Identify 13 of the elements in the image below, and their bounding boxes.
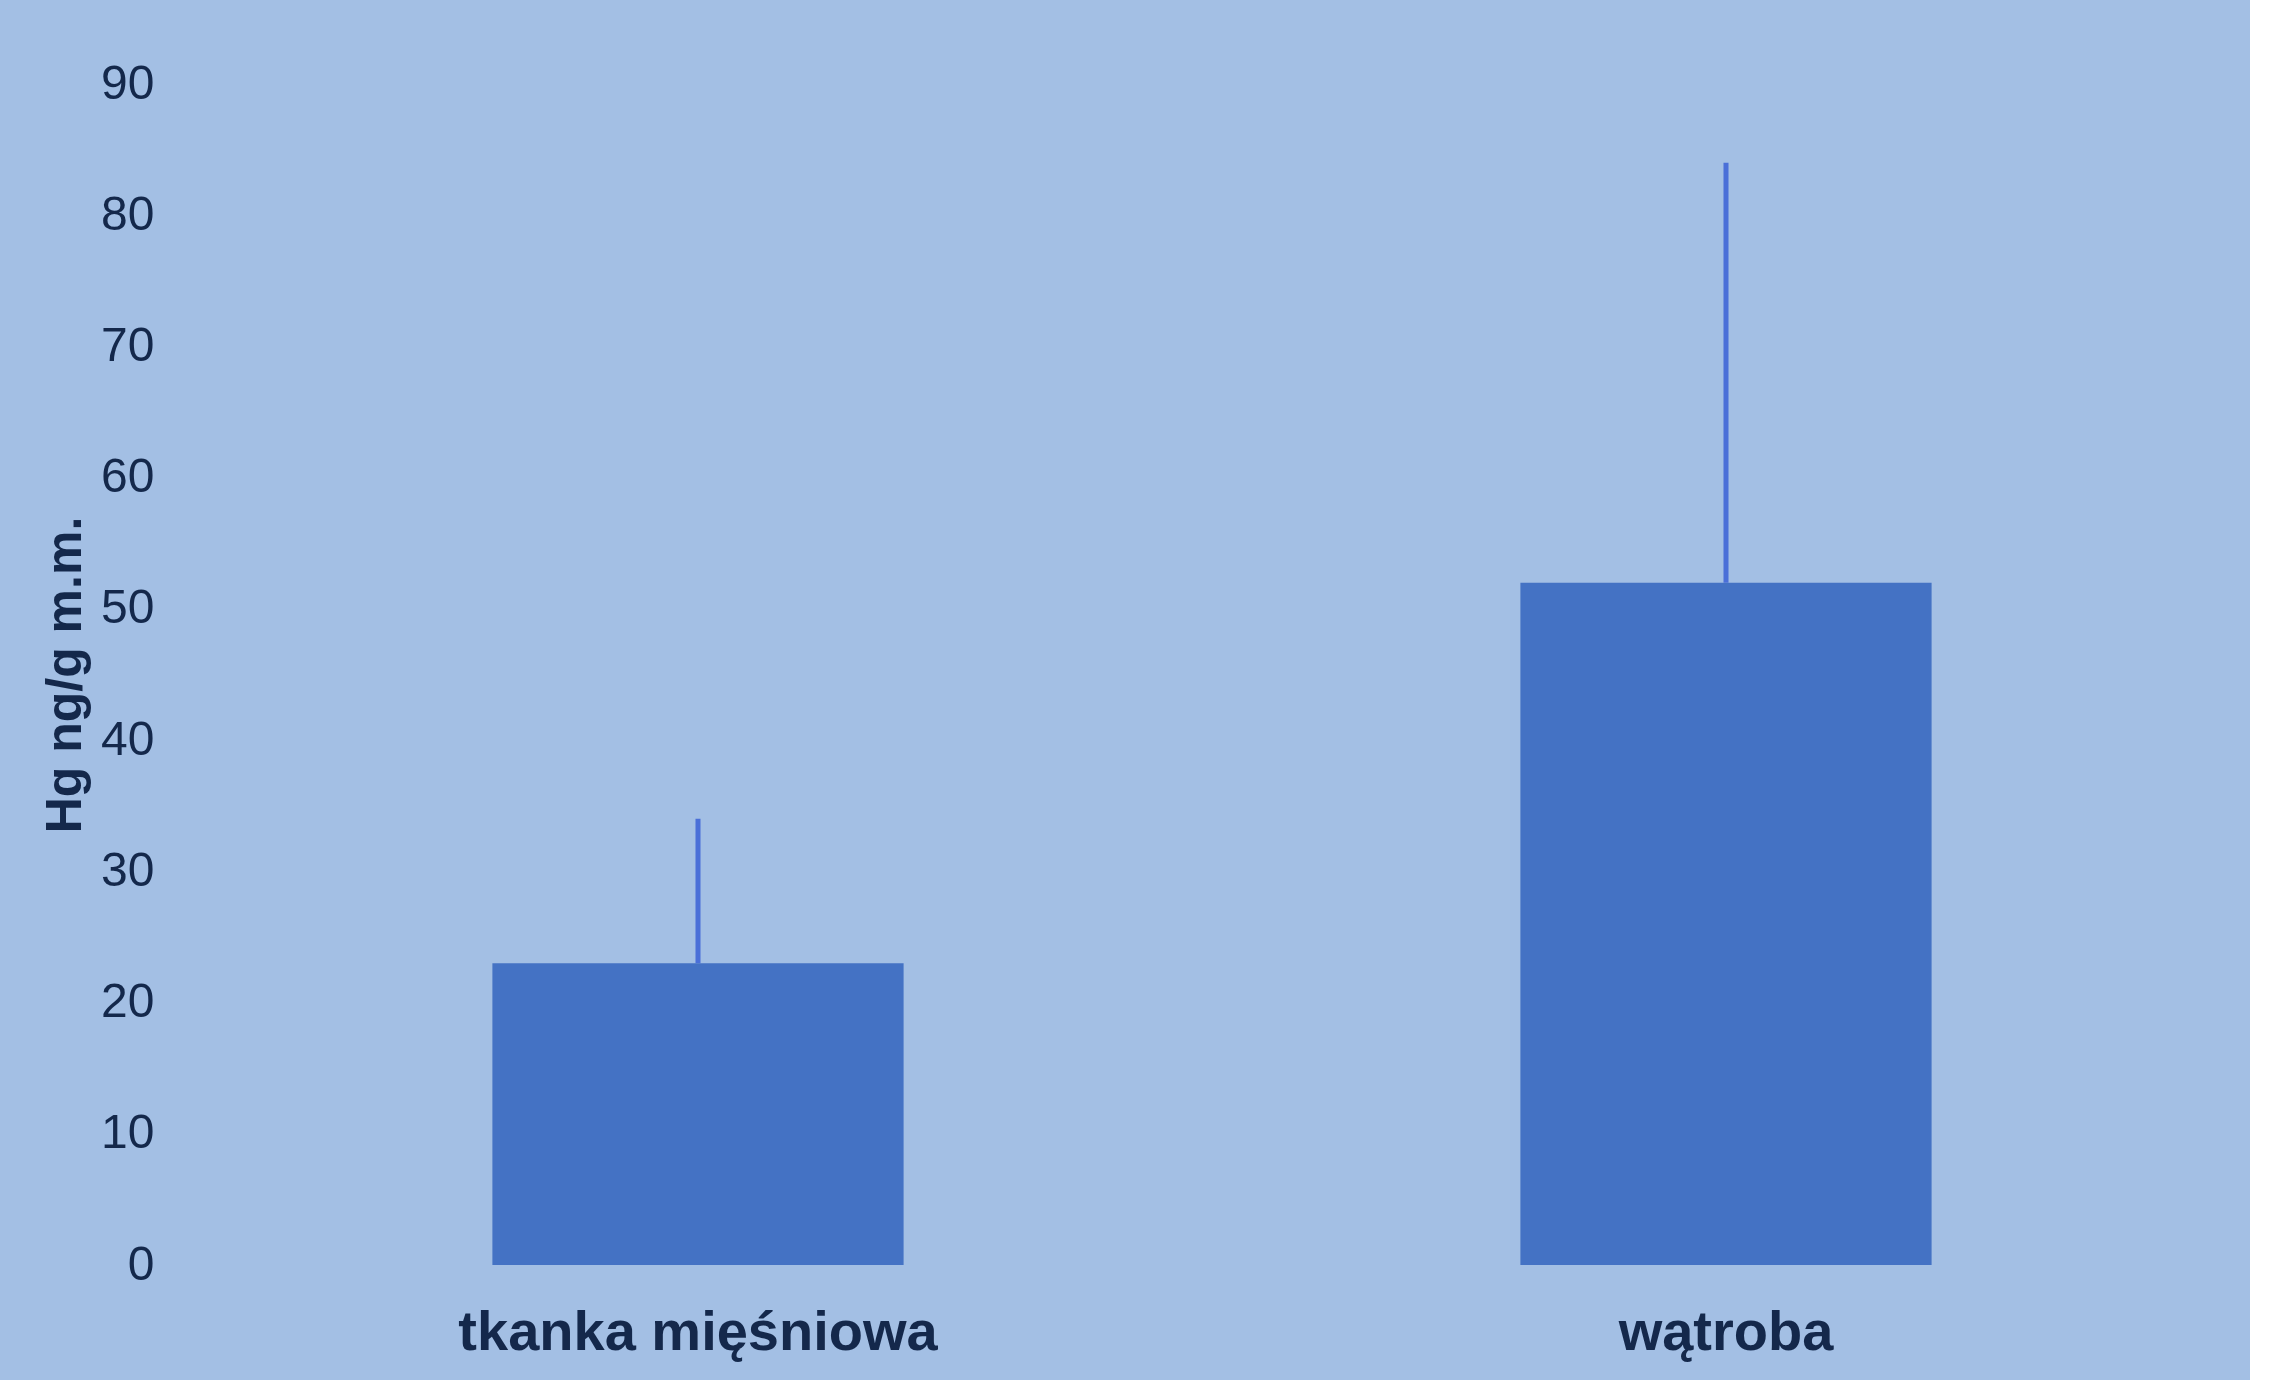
x-tick-label: tkanka mięśniowa	[458, 1298, 939, 1362]
y-tick-label: 60	[101, 449, 155, 503]
y-tick-label: 90	[101, 55, 155, 109]
y-tick-label: 20	[101, 974, 155, 1028]
y-tick-label: 80	[101, 186, 155, 240]
y-tick-label: 70	[101, 317, 155, 371]
x-tick-label: wątroba	[1617, 1298, 1835, 1362]
y-tick-label: 10	[101, 1105, 155, 1159]
y-tick-label: 0	[127, 1236, 155, 1290]
y-tick-label: 40	[101, 711, 155, 765]
y-tick-label: 50	[101, 580, 155, 634]
y-tick-label: 30	[101, 842, 155, 896]
y-axis-title: Hg ng/g m.m.	[36, 516, 93, 834]
